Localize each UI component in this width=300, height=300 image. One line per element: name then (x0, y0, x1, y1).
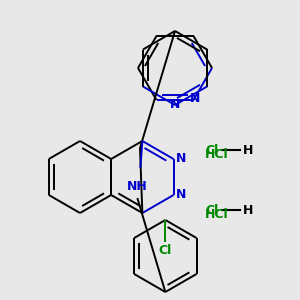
Text: N: N (176, 152, 187, 166)
Text: H: H (243, 143, 254, 157)
Text: HCl: HCl (205, 208, 229, 221)
Text: N: N (170, 98, 180, 110)
Text: Cl: Cl (159, 244, 172, 256)
Text: N: N (190, 92, 201, 104)
Text: Cl: Cl (205, 203, 218, 217)
Text: HCl: HCl (205, 148, 229, 161)
Text: Cl: Cl (205, 143, 218, 157)
Text: NH: NH (127, 179, 148, 193)
Text: H: H (243, 203, 254, 217)
Text: N: N (176, 188, 187, 202)
